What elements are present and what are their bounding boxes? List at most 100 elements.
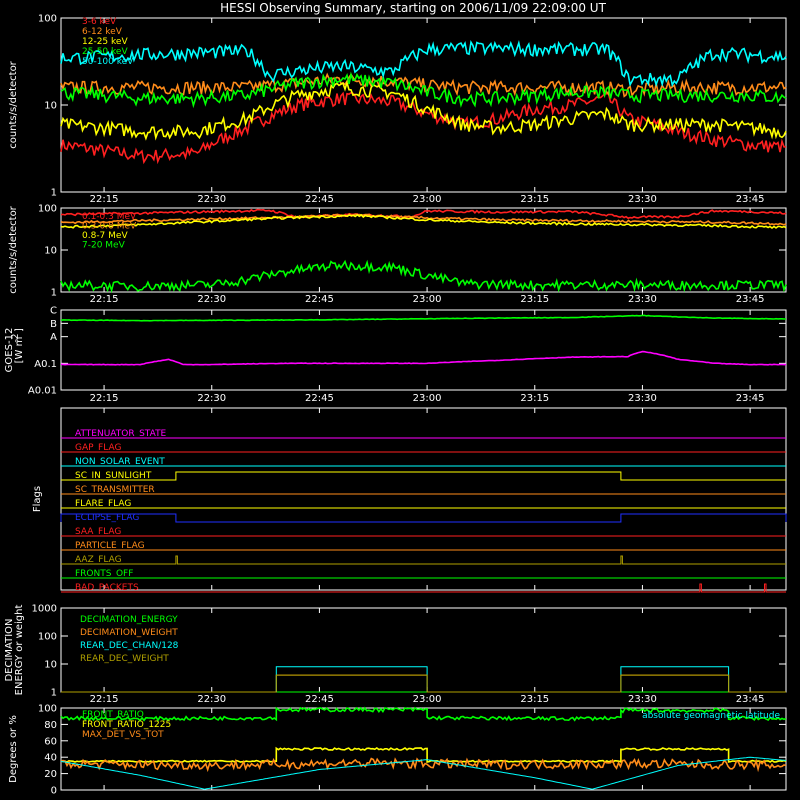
x-tick-label: 23:45: [736, 393, 765, 404]
x-tick-label: 23:30: [628, 194, 657, 205]
legend-entry: 50-100 keV: [82, 57, 134, 67]
flag-label: BAD_PACKETS: [75, 583, 139, 593]
legend-entry: 12-25 keV: [82, 37, 128, 47]
flag-label: GAP_FLAG: [75, 443, 121, 453]
x-tick-label: 22:15: [90, 194, 119, 205]
y-tick-label: A0.1: [34, 359, 57, 370]
flag-label: ECLIPSE_FLAG: [75, 513, 139, 523]
panel-frame-0: [60, 17, 787, 193]
y-axis-label: Degrees or %: [8, 715, 19, 783]
y-tick-label: B: [50, 319, 57, 330]
page-title: HESSI Observing Summary, starting on 200…: [220, 1, 606, 15]
flag-label: ATTENUATOR_STATE: [75, 429, 167, 439]
x-tick-label: 22:30: [197, 194, 226, 205]
x-tick-label: 23:30: [628, 294, 657, 305]
y-tick-label: 10: [44, 660, 57, 671]
series-line-front-ratio-1225: [60, 746, 787, 764]
x-tick-label: 23:45: [736, 694, 765, 705]
legend-entry: REAR_DEC_WEIGHT: [80, 654, 169, 664]
series-line-12-25-kev: [60, 80, 787, 141]
legend-entry: 6-12 keV: [82, 27, 123, 37]
flag-line-aaz-flag: [61, 555, 786, 565]
x-tick-label: 23:15: [520, 694, 549, 705]
y-tick-label: 1: [51, 288, 57, 299]
flag-label: FLARE_FLAG: [75, 499, 131, 509]
x-tick-label: 22:45: [305, 694, 334, 705]
x-tick-label: 22:30: [197, 393, 226, 404]
y-axis-label: ENERGY or weight: [14, 605, 25, 696]
series-line-50-100-kev: [60, 39, 787, 88]
series-line-rear-dec-chan-128: [61, 666, 786, 693]
x-tick-label: 22:30: [197, 294, 226, 305]
flag-label: NON_SOLAR_EVENT: [75, 457, 165, 467]
x-tick-label: 23:15: [520, 294, 549, 305]
y-tick-label: 0: [51, 786, 57, 797]
x-tick-label: 22:45: [305, 393, 334, 404]
series-line-3-6-kev: [60, 91, 787, 165]
y-tick-label: 1: [51, 688, 57, 699]
x-tick-label: 23:00: [413, 393, 442, 404]
x-tick-label: 23:15: [520, 393, 549, 404]
legend-entry: 0.3-0.8 MeV: [82, 222, 137, 232]
x-tick-label: 22:15: [90, 393, 119, 404]
legend-entry: 25-50 keV: [82, 47, 128, 57]
series-line-panel2: [60, 350, 786, 366]
y-axis-label: counts/s/detector: [8, 60, 19, 148]
y-tick-label: 10: [44, 246, 57, 257]
series-line-0-1-0-3-mev: [60, 208, 787, 220]
y-tick-label: 1000: [32, 604, 57, 615]
y-tick-label: 100: [38, 14, 57, 25]
flag-label: SC_IN_SUNLIGHT: [75, 471, 152, 481]
flag-label: SAA_FLAG: [75, 527, 121, 537]
series-line-0-3-0-8-mev: [60, 213, 787, 226]
x-tick-label: 22:30: [197, 694, 226, 705]
flag-label: AAZ_FLAG: [75, 555, 122, 565]
x-tick-label: 22:15: [90, 694, 119, 705]
series-line-panel2: [60, 314, 786, 322]
legend-entry: 0.1-0.3 MeV: [82, 212, 137, 222]
flag-line-eclipse-flag: [60, 513, 787, 523]
legend-entry: absolute geomagnetic latitude: [642, 711, 780, 721]
y-tick-label: A: [50, 332, 57, 343]
x-tick-label: 23:15: [520, 194, 549, 205]
y-tick-label: 60: [44, 736, 57, 747]
flag-label: FRONTS_OFF: [75, 569, 133, 579]
legend-entry: 3-6 keV: [82, 17, 117, 27]
series-line-front-ratio: [60, 706, 787, 722]
y-tick-label: 80: [44, 720, 57, 731]
panel-frame-5: [60, 707, 787, 791]
series-line-rear-dec-weight: [61, 674, 786, 693]
legend-entry: MAX_DET_VS_TOT: [82, 730, 164, 740]
series-line-max-det-vs-tot: [60, 757, 787, 773]
legend-entry: REAR_DEC_CHAN/128: [80, 641, 179, 651]
x-tick-label: 22:45: [305, 194, 334, 205]
x-tick-label: 23:00: [413, 694, 442, 705]
flag-label: SC_TRANSMITTER: [75, 485, 155, 495]
y-tick-label: C: [50, 306, 57, 317]
x-tick-label: 23:45: [736, 194, 765, 205]
x-tick-label: 23:00: [413, 294, 442, 305]
y-axis-label: DECIMATION: [4, 618, 15, 681]
x-tick-label: 23:30: [628, 393, 657, 404]
x-tick-label: 23:30: [628, 694, 657, 705]
y-axis-label: ]: [14, 328, 25, 332]
y-tick-label: 1: [51, 188, 57, 199]
y-axis-label: GOES-12: [4, 328, 15, 373]
flag-line-bad-packets: [61, 583, 786, 593]
x-tick-label: 22:15: [90, 294, 119, 305]
x-tick-label: 22:45: [305, 294, 334, 305]
y-tick-label: 100: [38, 632, 57, 643]
series-line-decimation-weight: [61, 674, 786, 693]
y-axis-label: counts/s/detector: [8, 205, 19, 293]
series-line-0-8-7-mev: [60, 213, 787, 229]
x-tick-label: 23:00: [413, 194, 442, 205]
y-axis-label: -2: [11, 334, 21, 343]
series-line-absolute-geomagnetic-latitude: [60, 756, 787, 790]
legend-entry: FRONT_RATIO: [82, 710, 144, 720]
y-axis-label: Flags: [32, 486, 43, 512]
legend-entry: DECIMATION_ENERGY: [80, 615, 178, 625]
flag-line-sc-in-sunlight: [61, 471, 786, 481]
y-tick-label: 10: [44, 101, 57, 112]
